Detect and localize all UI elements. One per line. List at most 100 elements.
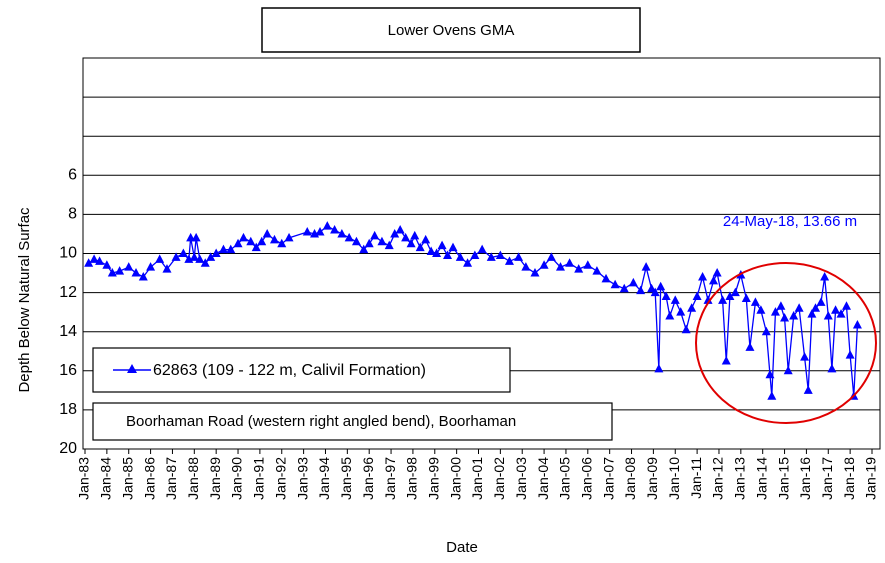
data-point	[800, 352, 810, 361]
data-point	[486, 252, 496, 261]
y-tick-label: 12	[59, 284, 77, 301]
legend-marker	[127, 364, 137, 373]
data-point	[131, 268, 141, 277]
data-point	[776, 301, 786, 310]
data-point	[395, 225, 405, 234]
data-point	[437, 240, 447, 250]
data-point	[124, 262, 134, 271]
data-point	[410, 230, 420, 240]
data-point	[709, 275, 719, 285]
data-point	[364, 238, 374, 248]
data-point	[195, 254, 205, 263]
data-point	[521, 262, 531, 271]
data-point	[284, 232, 294, 242]
x-axis-label: Date	[446, 539, 478, 556]
x-tick-label: Jan-06	[579, 457, 595, 500]
data-point	[171, 252, 181, 261]
data-point	[681, 324, 691, 334]
data-point	[370, 230, 380, 240]
data-point	[351, 236, 361, 246]
x-tick-label: Jan-07	[600, 457, 616, 500]
data-point	[765, 369, 775, 379]
data-point	[257, 236, 267, 246]
data-point	[756, 305, 766, 314]
x-tick-label: Jan-92	[272, 457, 288, 500]
data-point	[811, 303, 821, 312]
data-point	[495, 250, 505, 259]
data-point	[698, 271, 708, 281]
x-tick-label: Jan-88	[185, 457, 201, 500]
y-axis-label: Depth Below Natural Surfac	[16, 207, 33, 393]
data-point	[337, 228, 347, 238]
x-tick-label: Jan-86	[141, 457, 157, 500]
x-tick-label: Jan-95	[338, 457, 354, 500]
x-tick-label: Jan-84	[98, 457, 114, 500]
data-point	[654, 363, 664, 373]
x-tick-label: Jan-87	[163, 457, 179, 500]
data-point	[246, 236, 256, 246]
data-point	[676, 307, 686, 316]
data-point	[852, 320, 862, 329]
data-point	[330, 225, 340, 234]
data-point	[269, 234, 279, 244]
data-point	[470, 250, 480, 259]
data-point	[233, 238, 243, 248]
data-point	[95, 256, 105, 265]
data-point	[162, 264, 172, 273]
data-point	[670, 295, 680, 304]
x-tick-label: Jan-09	[644, 457, 660, 500]
data-point	[107, 268, 117, 277]
data-point	[238, 232, 248, 242]
data-point	[687, 303, 697, 312]
y-tick-label: 8	[68, 206, 77, 223]
x-tick-label: Jan-83	[76, 457, 92, 500]
data-point	[390, 228, 400, 238]
data-point	[647, 283, 657, 293]
data-point	[794, 303, 804, 312]
data-point	[780, 313, 790, 322]
data-point	[206, 252, 216, 261]
location-note: Boorhaman Road (western right angled ben…	[126, 413, 516, 430]
data-point	[650, 287, 660, 297]
data-point	[155, 254, 165, 263]
x-tick-label: Jan-01	[469, 457, 485, 500]
data-point	[841, 301, 851, 310]
data-point	[530, 268, 540, 277]
x-tick-label: Jan-19	[863, 457, 879, 500]
y-tick-label: 14	[59, 323, 77, 340]
data-point	[102, 260, 112, 269]
data-point	[200, 258, 210, 267]
data-point	[610, 279, 620, 289]
x-tick-label: Jan-90	[229, 457, 245, 500]
y-tick-label: 6	[68, 167, 77, 184]
data-point	[191, 232, 201, 242]
data-point	[415, 242, 425, 252]
data-point	[820, 271, 830, 281]
x-tick-label: Jan-12	[710, 457, 726, 500]
data-point	[628, 277, 638, 287]
data-point	[619, 283, 629, 293]
location-box	[92, 402, 613, 441]
x-tick-label: Jan-18	[841, 457, 857, 500]
data-point	[592, 266, 602, 275]
x-tick-label: Jan-13	[732, 457, 748, 500]
data-point	[178, 248, 188, 257]
data-point	[377, 236, 387, 246]
data-point	[504, 256, 514, 265]
y-tick-label: 16	[59, 362, 77, 379]
data-point	[146, 262, 156, 271]
data-point	[656, 281, 666, 291]
data-point	[115, 266, 125, 275]
data-point	[514, 252, 524, 261]
data-point	[218, 244, 228, 254]
data-point	[665, 311, 675, 320]
data-point	[745, 342, 755, 351]
data-point	[384, 240, 394, 250]
x-tick-label: Jan-08	[622, 457, 638, 500]
data-point	[406, 238, 416, 248]
data-point	[803, 385, 813, 394]
x-tick-label: Jan-03	[513, 457, 529, 500]
data-point	[703, 295, 713, 304]
